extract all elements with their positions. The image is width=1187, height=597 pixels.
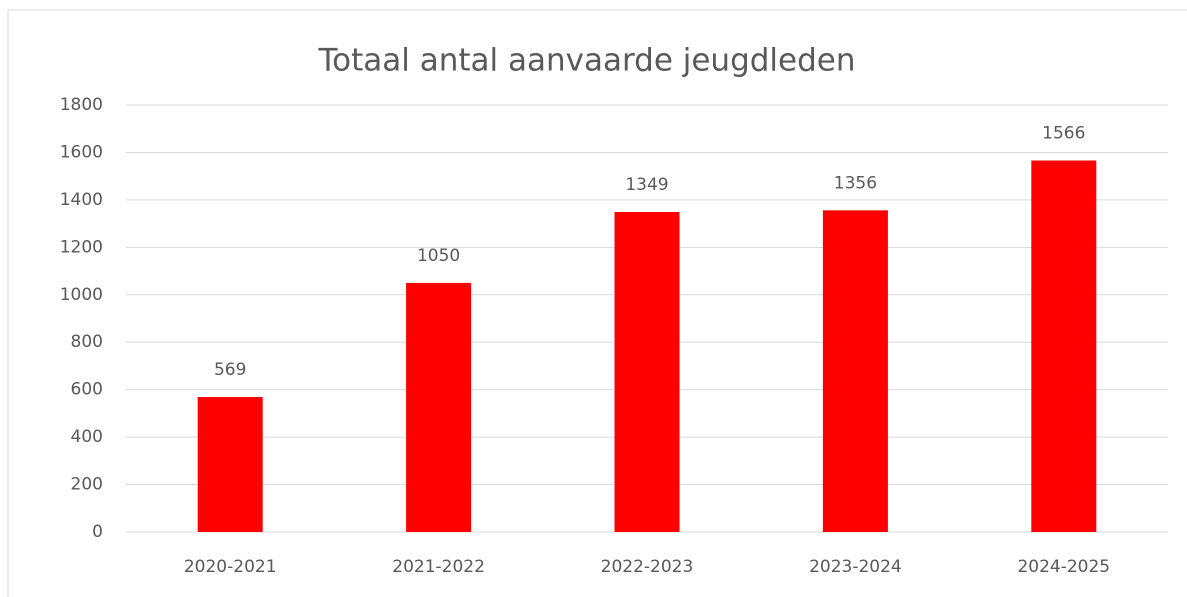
y-tick-label: 0 (92, 522, 103, 542)
data-label: 569 (214, 360, 246, 380)
bar (1031, 160, 1097, 532)
bar (197, 397, 263, 532)
y-tick-label: 600 (71, 380, 103, 400)
bar (406, 282, 472, 532)
y-tick-label: 1000 (60, 285, 103, 305)
data-label: 1050 (417, 246, 460, 266)
y-tick-label: 200 (71, 475, 103, 495)
y-tick-label: 400 (71, 427, 103, 447)
x-tick-label: 2022-2023 (601, 557, 694, 577)
y-tick-label: 1800 (60, 95, 103, 115)
x-tick-label: 2023-2024 (809, 557, 902, 577)
data-label: 1356 (834, 173, 877, 193)
y-tick-label: 800 (71, 332, 103, 352)
x-tick-label: 2024-2025 (1017, 557, 1110, 577)
x-tick-label: 2020-2021 (184, 557, 277, 577)
chart-frame (7, 9, 1187, 597)
bar (614, 211, 680, 532)
y-tick-label: 1600 (60, 142, 103, 162)
chart-title: Totaal antal aanvaarde jeugdleden (317, 43, 855, 79)
y-tick-label: 1200 (60, 237, 103, 257)
bar (822, 210, 888, 532)
y-tick-label: 1400 (60, 190, 103, 210)
data-label: 1349 (625, 175, 668, 195)
data-label: 1566 (1042, 124, 1085, 144)
x-tick-label: 2021-2022 (392, 557, 485, 577)
